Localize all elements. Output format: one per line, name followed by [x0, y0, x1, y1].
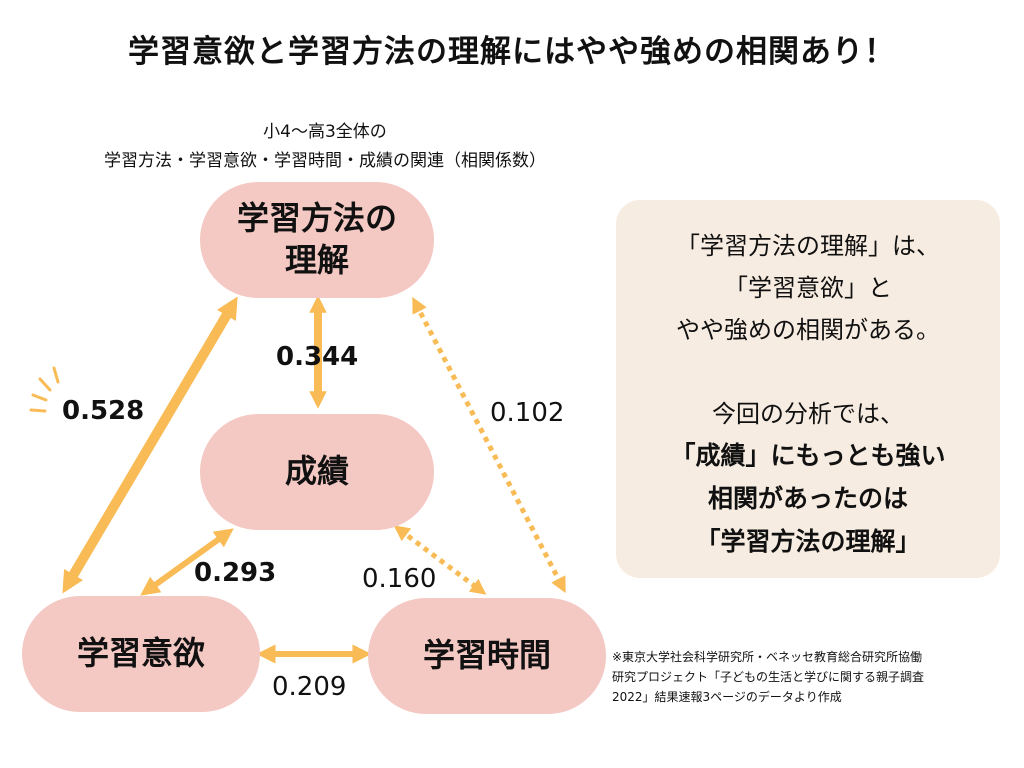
arrow-grades-motivation	[140, 528, 234, 596]
emphasis-burst	[29, 366, 60, 413]
source-note-line: 研究プロジェクト「子どもの生活と学びに関する親子調査	[612, 670, 925, 684]
page-title: 学習意欲と学習方法の理解にはやや強めの相関あり！	[128, 34, 896, 70]
note-line: やや強めの相関がある。	[676, 316, 940, 344]
note-line-emphasis: 相関があったのは	[707, 484, 908, 513]
coef-grades-motivation: 0.293	[194, 558, 277, 588]
arrow-method-motivation	[62, 296, 238, 594]
node-learning-method-label: 学習方法の 理解	[236, 199, 397, 279]
note-line-emphasis: 「成績」にもっとも強い	[670, 441, 946, 470]
coef-method-time: 0.102	[490, 398, 565, 428]
arrow-grades-time	[393, 525, 487, 595]
source-note-line: 2022」結果速報3ページのデータより作成	[612, 690, 842, 704]
note-line: 「学習意欲」と	[724, 274, 892, 302]
coef-method-grades: 0.344	[276, 342, 359, 372]
node-motivation-label: 学習意欲	[76, 634, 205, 673]
node-grades-label: 成績	[284, 452, 349, 491]
note-line-emphasis: 「学習方法の理解」	[695, 527, 921, 556]
node-grades: 成績	[200, 414, 434, 530]
note-line: 「学習方法の理解」は、	[676, 232, 940, 260]
node-study-time: 学習時間	[368, 598, 606, 714]
coef-motivation-time: 0.209	[272, 672, 347, 702]
source-note-line: ※東京大学社会科学研究所・ベネッセ教育総合研究所協働	[612, 650, 923, 664]
node-learning-method: 学習方法の 理解	[200, 182, 434, 298]
note-line: 今回の分析では、	[712, 400, 904, 428]
diagram-subtitle-line1: 小4〜高3全体の	[263, 122, 387, 142]
diagram-subtitle-line2: 学習方法・学習意欲・学習時間・成績の関連（相関係数）	[104, 151, 546, 171]
coef-method-motivation: 0.528	[62, 396, 145, 426]
coef-grades-time: 0.160	[362, 564, 437, 594]
node-motivation: 学習意欲	[22, 596, 260, 712]
note-box	[616, 200, 1000, 578]
arrow-method-time	[412, 296, 566, 594]
node-study-time-label: 学習時間	[422, 636, 551, 675]
